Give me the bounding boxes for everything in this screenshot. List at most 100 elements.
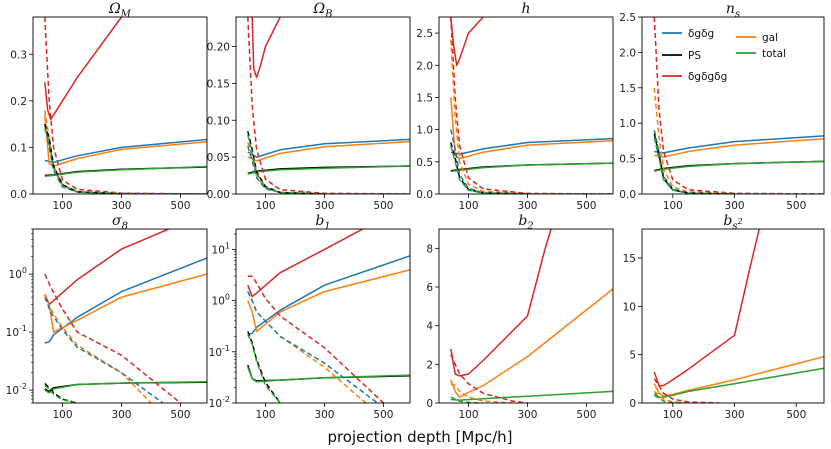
panel-title-7: bs2 [723, 213, 742, 232]
x-tick-label: 500 [786, 409, 806, 421]
y-tick-label: 5 [629, 350, 636, 362]
y-tick-label: 10-1 [6, 324, 27, 339]
y-tick-label: 0.0 [619, 189, 636, 201]
panel-n-s: 100 300 500 0.0 0.5 1.0 1.5 2.0 2.5 ns [619, 1, 825, 212]
x-tick-label: 100 [663, 409, 683, 421]
series-g-g-g-dashed [450, 354, 528, 403]
x-tick-label: 500 [373, 409, 393, 421]
y-tick-label: 0.0 [10, 189, 27, 201]
y-tick-label: 0.10 [207, 115, 230, 127]
panel-title-1: ΩB [313, 1, 333, 20]
panel-b-s-2: 100 300 500 0 5 10 15 bs2 [623, 213, 825, 421]
plot-frame [32, 16, 208, 195]
legend-entry-g-g: δgδg [662, 28, 714, 40]
panel-h: 100 300 500 0.0 0.5 1.0 1.5 2.0 2.5 h [416, 1, 614, 212]
series-g-g-solid [450, 137, 613, 155]
x-tick-label: 300 [314, 409, 334, 421]
x-tick-label: 500 [576, 200, 596, 212]
x-tick-label: 300 [725, 200, 745, 212]
y-tick-label: 0.1 [10, 142, 27, 154]
series-g-g-g-solid [44, 17, 123, 121]
x-tick-label: 500 [576, 409, 596, 421]
legend-label: gal [762, 32, 778, 44]
series-ps-solid [247, 364, 410, 382]
panel-m: 100 300 500 0.0 0.1 0.2 0.3 ΩM [10, 1, 208, 212]
x-tick-label: 300 [725, 409, 745, 421]
y-tick-label: 2.0 [416, 60, 433, 72]
panel-b-1: 100 300 500 10-2 10-1 100 101 b1 [209, 213, 411, 421]
legend-label: PS [688, 50, 701, 62]
y-tick-label: 0.3 [10, 49, 27, 61]
y-tick-label: 1.0 [416, 125, 433, 137]
y-tick-label: 0.5 [619, 154, 636, 166]
plot-frame [32, 228, 208, 404]
panel-title-4: σ8 [112, 213, 128, 232]
y-tick-label: 6 [426, 282, 433, 294]
y-tick-label: 2.0 [619, 47, 636, 59]
series-gal-solid [44, 114, 207, 167]
plot-frame [438, 228, 614, 404]
series-total-solid [247, 165, 410, 175]
series-g-g-g-solid [44, 229, 169, 306]
series-total-solid [654, 160, 824, 173]
series-g-g-g-solid [247, 229, 364, 298]
plot-frame [641, 16, 825, 195]
x-tick-label: 500 [170, 200, 190, 212]
series-group [653, 17, 824, 194]
x-tick-label: 100 [52, 200, 72, 212]
series-g-g-g-solid [251, 17, 281, 79]
series-g-g-solid [247, 138, 410, 158]
y-tick-label: 15 [623, 253, 636, 265]
panel-title-0: ΩM [108, 1, 132, 20]
series-g-g-g-solid [450, 17, 484, 67]
panel-title-3: ns [726, 1, 740, 20]
panel-title-5: b1 [315, 213, 330, 232]
y-tick-label: 1.0 [619, 118, 636, 130]
x-tick-label: 100 [458, 200, 478, 212]
plot-frame [235, 16, 411, 195]
series-gal-solid [247, 269, 410, 333]
series-g-g-g-solid [450, 229, 552, 377]
series-g-g-g-dashed [653, 17, 824, 194]
series-group [44, 229, 207, 403]
series-gal-dashed [44, 293, 152, 403]
y-tick-label: 0 [629, 398, 636, 410]
series-total-dashed [450, 396, 484, 403]
legend-label: δgδg [688, 28, 714, 40]
panel-title-6: b2 [518, 213, 533, 232]
series-total-dashed [653, 137, 735, 194]
series-total-dashed [247, 134, 325, 194]
series-total-dashed [247, 333, 281, 403]
y-tick-label: 10 [623, 301, 636, 313]
series-gal-dashed [450, 39, 613, 194]
legend-label: total [762, 48, 786, 60]
x-tick-label: 500 [170, 409, 190, 421]
y-tick-label: 101 [212, 241, 230, 256]
series-gal-solid [450, 97, 613, 160]
series-total-solid [653, 367, 824, 398]
series-gal-solid [653, 355, 824, 397]
legend-entry-total: total [736, 48, 786, 60]
legend: δgδg gal PS total δgδgδg [662, 28, 786, 83]
x-tick-label: 300 [111, 200, 131, 212]
series-ps-dashed [247, 131, 325, 194]
plot-frame [438, 16, 614, 195]
series-total-dashed [450, 145, 528, 194]
legend-entry-g-g-g: δgδgδg [662, 71, 727, 83]
series-gal-solid [247, 140, 410, 162]
series-g-g-solid [247, 255, 410, 336]
series-total-dashed [44, 128, 122, 194]
series-g-g-solid [44, 257, 207, 344]
series-gal-solid [450, 288, 613, 398]
y-tick-label: 0 [426, 398, 433, 410]
x-tick-label: 100 [255, 409, 275, 421]
series-g-g-g-dashed [44, 273, 181, 403]
y-tick-label: 10-2 [209, 395, 230, 410]
series-total-solid [44, 380, 207, 394]
series-g-g-dashed [44, 123, 207, 194]
series-ps-dashed [450, 142, 528, 194]
series-total-dashed [44, 384, 78, 403]
y-tick-label: 0.0 [416, 189, 433, 201]
series-group [450, 17, 613, 194]
